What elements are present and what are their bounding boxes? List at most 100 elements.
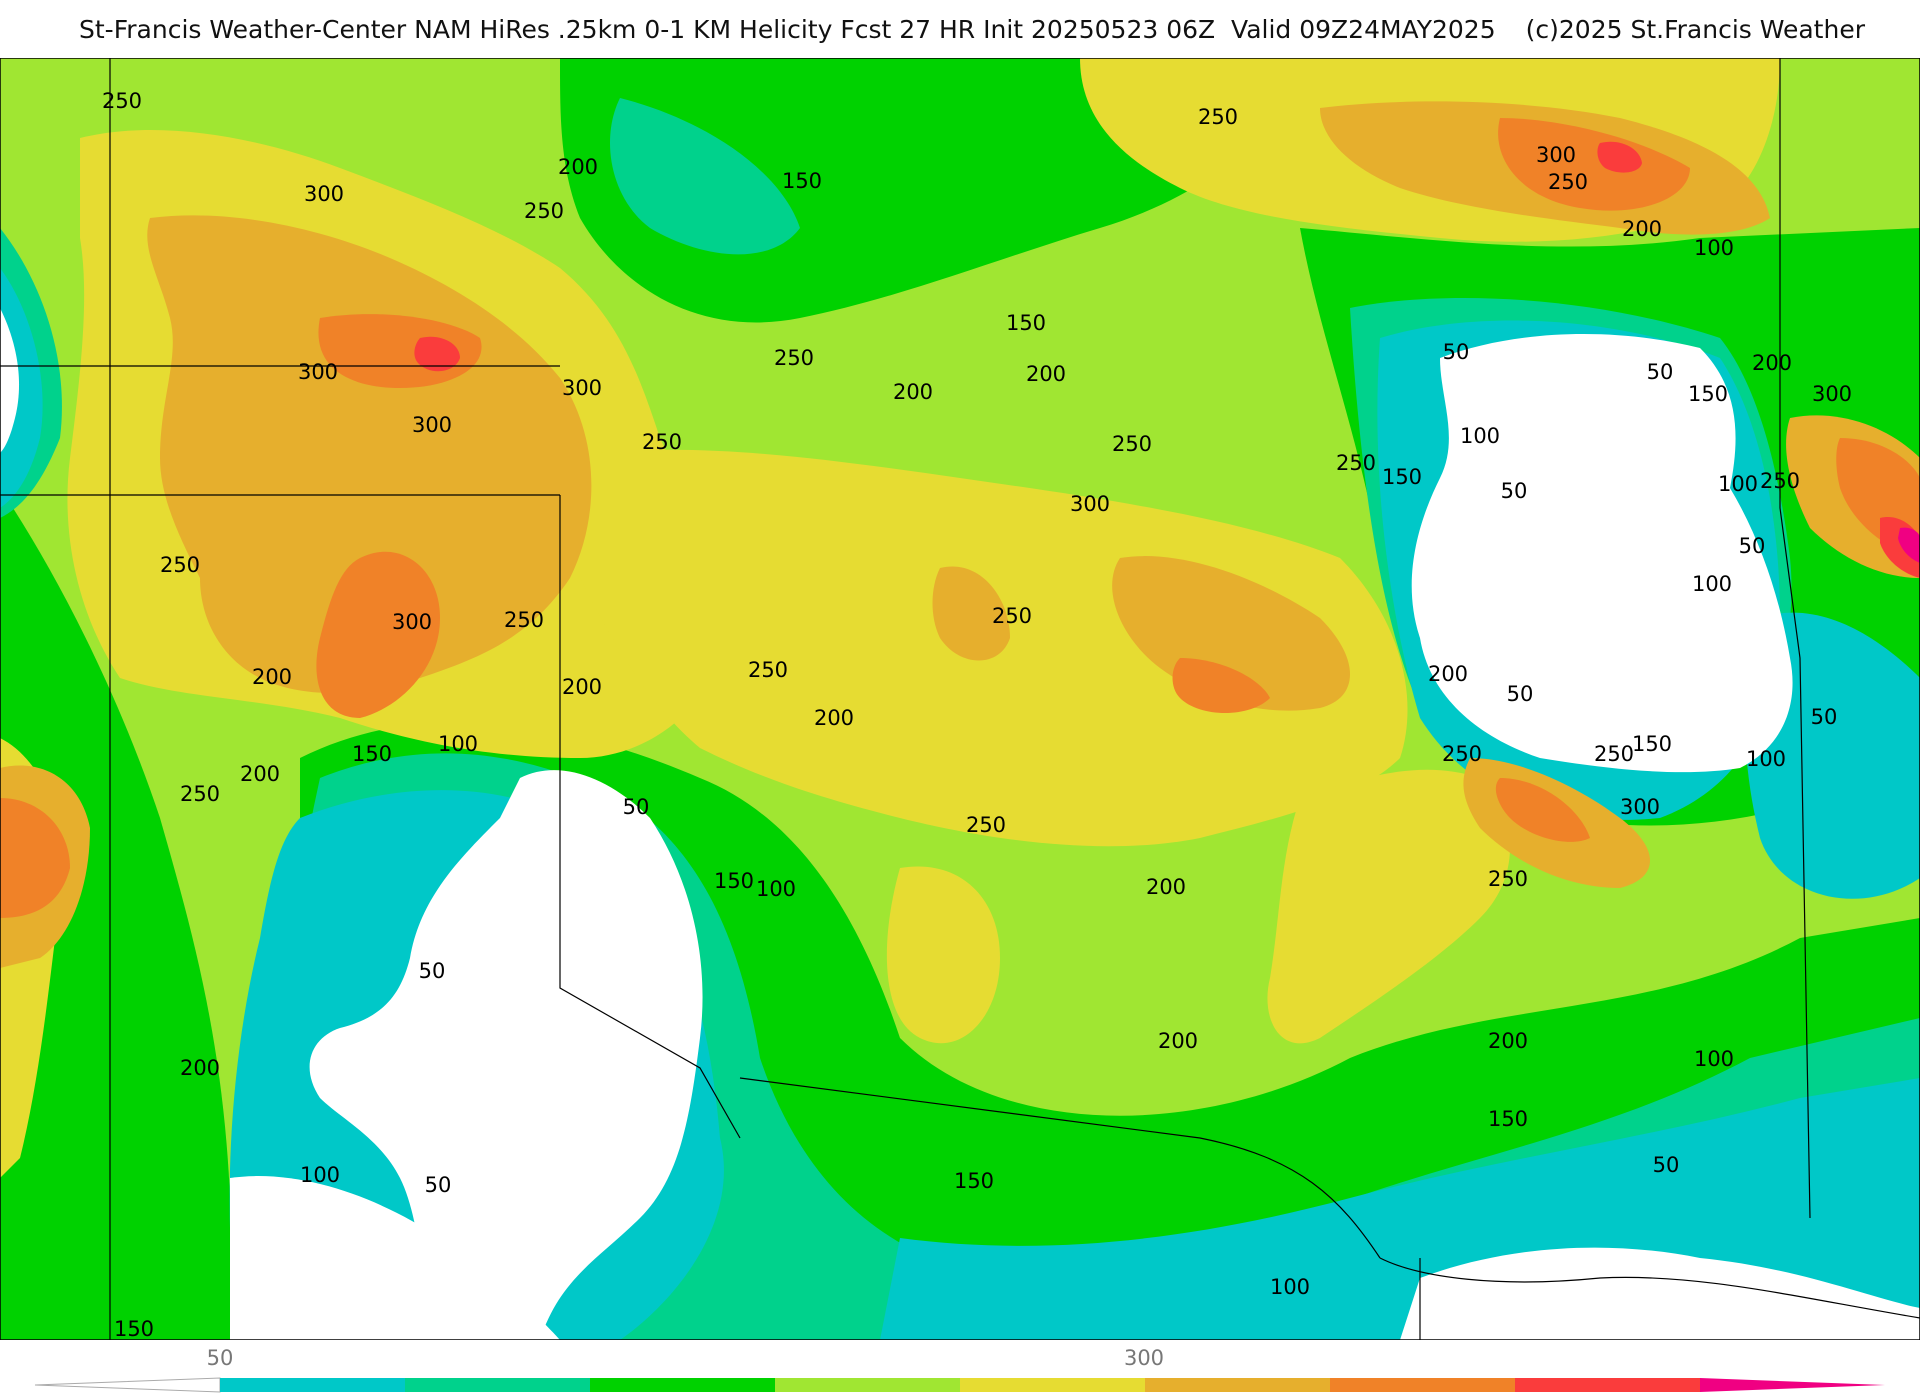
contour-label: 50	[1653, 1153, 1680, 1177]
contour-label: 100	[1746, 747, 1786, 771]
field-white-sw	[230, 1176, 560, 1340]
contour-label: 300	[562, 376, 602, 400]
colorbar-segment	[1700, 1378, 1885, 1392]
contour-label: 300	[1812, 382, 1852, 406]
title-text: St-Francis Weather-Center NAM HiRes .25k…	[79, 14, 1496, 44]
contour-label: 250	[180, 782, 220, 806]
contour-label: 100	[756, 877, 796, 901]
contour-label: 200	[814, 706, 854, 730]
colorbar-segment	[1330, 1378, 1515, 1392]
contour-label: 150	[1632, 732, 1672, 756]
colorbar-segment	[1145, 1378, 1330, 1392]
contour-label: 200	[893, 380, 933, 404]
contour-label: 250	[1548, 170, 1588, 194]
colorbar-segment	[775, 1378, 960, 1392]
contour-label: 50	[1739, 534, 1766, 558]
contour-label: 300	[1070, 492, 1110, 516]
contour-label: 150	[1006, 311, 1046, 335]
contour-label: 150	[714, 869, 754, 893]
credit-text: (c)2025 St.Francis Weather	[1525, 14, 1865, 44]
contour-label: 50	[419, 959, 446, 983]
field-white-se	[1400, 1247, 1920, 1340]
contour-label: 150	[352, 742, 392, 766]
color-legend	[34, 1377, 1885, 1393]
contour-label: 250	[102, 89, 142, 113]
contour-label: 300	[392, 610, 432, 634]
field-350-center	[1172, 658, 1270, 713]
contour-label: 200	[1146, 875, 1186, 899]
field-400-nw	[414, 336, 460, 372]
contour-label: 150	[954, 1169, 994, 1193]
field-400-ne	[1597, 141, 1642, 173]
contour-label: 200	[562, 675, 602, 699]
contour-label: 300	[412, 413, 452, 437]
colorbar-segment	[220, 1378, 405, 1392]
contour-label: 300	[304, 182, 344, 206]
contour-label: 250	[160, 553, 200, 577]
contour-label: 50	[623, 795, 650, 819]
state-boundaries	[0, 58, 1920, 1340]
field-300-center2	[932, 566, 1010, 661]
field-white-nmex	[309, 770, 703, 1340]
contour-label: 200	[1752, 351, 1792, 375]
field-white-east	[1411, 334, 1793, 773]
contour-label: 100	[1460, 424, 1500, 448]
colorbar-segment	[960, 1378, 1145, 1392]
contour-label: 100	[1694, 1047, 1734, 1071]
contour-label: 200	[1622, 217, 1662, 241]
contour-label: 200	[558, 155, 598, 179]
contour-label: 250	[642, 430, 682, 454]
contour-label: 300	[298, 360, 338, 384]
contour-label: 50	[1811, 705, 1838, 729]
contour-label: 200	[1026, 362, 1066, 386]
field-white-west	[0, 308, 20, 453]
colorbar-segment	[590, 1378, 775, 1392]
contour-label: 50	[425, 1173, 452, 1197]
contour-label: 100	[1270, 1275, 1310, 1299]
contour-label: 250	[774, 346, 814, 370]
contour-label: 250	[1488, 867, 1528, 891]
field-350-ne	[1498, 118, 1690, 211]
legend-ticks: 50 300	[0, 1346, 1920, 1370]
contour-label: 150	[114, 1317, 154, 1340]
field-50-west	[0, 268, 43, 508]
contour-label: 250	[1198, 105, 1238, 129]
colorbar-segment	[1515, 1378, 1700, 1392]
field-350-nw2	[316, 551, 440, 718]
contour-label: 250	[1336, 451, 1376, 475]
field-350-se	[1495, 778, 1590, 842]
contour-label: 100	[1692, 572, 1732, 596]
map-title: St-Francis Weather-Center NAM HiRes .25k…	[0, 0, 1920, 58]
contour-label: 200	[1488, 1029, 1528, 1053]
colorbar-segment	[405, 1378, 590, 1392]
field-350-west	[0, 798, 70, 918]
legend-tick-300: 300	[1123, 1346, 1165, 1370]
contour-label: 300	[1620, 795, 1660, 819]
field-150-west	[0, 488, 232, 1340]
contour-label: 100	[1694, 236, 1734, 260]
field-450-east	[1898, 527, 1920, 563]
contour-label: 200	[1428, 662, 1468, 686]
field-300-nw	[147, 215, 592, 694]
contour-labels: 250 300 200 250 150 250 300 250 200 100 …	[102, 89, 1852, 1340]
helicity-map: 250 300 200 250 150 250 300 250 200 100 …	[0, 58, 1920, 1340]
contour-label: 250	[966, 813, 1006, 837]
contour-label: 300	[1536, 143, 1576, 167]
contour-label: 200	[1158, 1029, 1198, 1053]
contour-label: 100	[438, 732, 478, 756]
field-100-north	[610, 98, 800, 255]
contour-label: 100	[1718, 472, 1758, 496]
contour-label: 250	[992, 604, 1032, 628]
field-300-center	[1112, 556, 1350, 711]
contour-label: 150	[1688, 382, 1728, 406]
field-250-ecenter	[886, 866, 1000, 1044]
field-250-se	[1267, 769, 1510, 1044]
contour-label: 200	[240, 762, 280, 786]
contour-label: 50	[1507, 682, 1534, 706]
contour-label: 150	[1382, 465, 1422, 489]
contour-label: 250	[1442, 742, 1482, 766]
contour-label: 250	[524, 199, 564, 223]
contour-label: 200	[252, 665, 292, 689]
contour-label: 100	[300, 1163, 340, 1187]
legend-tick-50: 50	[206, 1346, 234, 1370]
